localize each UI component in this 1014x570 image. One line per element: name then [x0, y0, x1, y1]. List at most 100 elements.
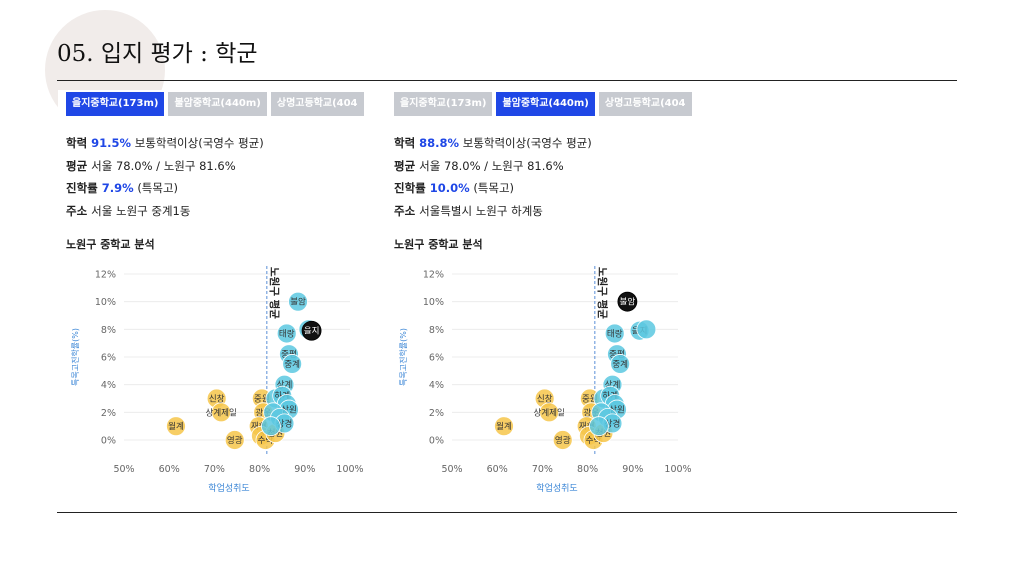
address-key: 주소 [394, 203, 416, 218]
data-point-label: 신창 [209, 395, 225, 405]
analysis-title: 노원구 중학교 분석 [394, 238, 483, 251]
y-tick-label: 2% [101, 408, 116, 419]
tab-sangmyung-high[interactable]: 상명고등학교(404 [270, 92, 364, 116]
data-point-label: 월계 [168, 421, 184, 432]
data-point [288, 291, 308, 312]
data-point-label: 영광 [227, 435, 243, 446]
data-point-label: 태랑 [607, 328, 623, 339]
average-line-label: 노원구 평균 [268, 267, 281, 319]
data-point [224, 430, 245, 450]
school-tabs: 을지중학교(173m) 불암중학교(440m) 상명고등학교(404 [66, 92, 368, 116]
data-point [211, 402, 232, 423]
y-axis-label: 특목고진학률(%) [398, 328, 408, 386]
x-tick-label: 70% [204, 464, 225, 475]
scatter-chart: 0% 2% 4% 6% 8% 10% 12% 50% 60% 70% 80% 90% 100% 학업성취도… [70, 266, 364, 494]
top-divider [57, 80, 957, 81]
data-point [604, 323, 625, 344]
average-text: 서울 78.0% / 노원구 81.6% [91, 158, 236, 173]
bottom-divider [57, 512, 957, 513]
tab-sangmyung-high[interactable]: 상명고등학교(404 [598, 92, 692, 116]
school-info: 학력 91.5% 보통학력이상(국영수 평균) 평균 서울 78.0% / 노원구 … [66, 132, 264, 222]
address-text: 서울 노원구 중계1동 [91, 203, 191, 218]
academic-note: 보통학력이상(국영수 평균) [462, 136, 592, 150]
data-point [636, 319, 657, 340]
x-tick-label: 70% [532, 464, 553, 475]
data-point-label: 중계 [612, 359, 628, 370]
data-point [494, 416, 514, 437]
address-row: 주소 서울특별시 노원구 하계동 [394, 200, 592, 223]
average-text: 서울 78.0% / 노원구 81.6% [419, 158, 564, 173]
tab-buram-middle[interactable]: 불암중학교(440m) [496, 92, 595, 116]
y-tick-label: 10% [95, 297, 116, 308]
average-key: 평균 [394, 158, 416, 173]
data-point [276, 323, 297, 344]
y-tick-label: 8% [101, 325, 116, 336]
academic-row: 학력 88.8% 보통학력이상(국영수 평균) [394, 132, 592, 155]
advancement-note: (특목고) [473, 181, 515, 195]
x-tick-label: 60% [159, 464, 180, 475]
data-point-label: 영광 [555, 435, 571, 446]
average-row: 평균 서울 78.0% / 노원구 81.6% [66, 155, 264, 178]
x-tick-label: 50% [113, 464, 134, 475]
address-row: 주소 서울 노원구 중계1동 [66, 200, 264, 223]
data-point-label: 상계 [277, 380, 293, 391]
data-point [260, 416, 281, 437]
x-tick-label: 90% [622, 464, 643, 475]
x-tick-label: 100% [336, 464, 363, 475]
academic-value: 88.8% [419, 136, 460, 150]
advancement-note: (특목고) [137, 181, 179, 195]
data-point-label: 을지 [304, 327, 320, 337]
academic-key: 학력 [394, 136, 416, 150]
school-panel-euiji: 을지중학교(173m) 불암중학교(440m) 상명고등학교(404 학력 91.5%… [58, 90, 368, 503]
advancement-key: 진학률 [394, 181, 426, 195]
data-point-label: 상경 [277, 418, 293, 429]
x-tick-label: 90% [294, 464, 315, 475]
data-point-label: 신창 [537, 395, 553, 405]
data-point [539, 402, 560, 423]
advancement-value: 7.9% [101, 181, 134, 195]
data-point-label: 수락 [258, 435, 274, 446]
data-point-label: 상계 [605, 380, 621, 391]
y-tick-label: 10% [423, 297, 444, 308]
scatter-chart: 0% 2% 4% 6% 8% 10% 12% 50% 60% 70% 80% 90% 100% 학업성취도… [398, 266, 692, 494]
data-point [588, 416, 609, 437]
academic-note: 보통학력이상(국영수 평균) [134, 136, 264, 150]
y-axis-label: 특목고진학률(%) [70, 328, 80, 386]
tab-buram-middle[interactable]: 불암중학교(440m) [168, 92, 267, 116]
data-point [166, 416, 186, 437]
advancement-row: 진학률 7.9% (특목고) [66, 177, 264, 200]
average-key: 평균 [66, 158, 88, 173]
advancement-key: 진학률 [66, 181, 98, 195]
average-row: 평균 서울 78.0% / 노원구 81.6% [394, 155, 592, 178]
y-tick-label: 0% [429, 436, 444, 447]
data-point [301, 320, 322, 341]
data-point-label: 월계 [496, 421, 512, 432]
x-tick-label: 80% [577, 464, 598, 475]
slide-title: 05. 입지 평가 : 학군 [57, 41, 258, 67]
data-point-label: 상원 [609, 405, 625, 416]
tab-euiji-middle[interactable]: 을지중학교(173m) [66, 92, 165, 116]
academic-row: 학력 91.5% 보통학력이상(국영수 평균) [66, 132, 264, 155]
data-point-label: 불암 [620, 297, 636, 308]
address-key: 주소 [66, 203, 88, 218]
y-tick-label: 12% [95, 270, 116, 281]
data-point-label: 불암 [290, 297, 306, 308]
y-tick-label: 2% [429, 408, 444, 419]
x-axis-label: 학업성취도 [208, 483, 249, 494]
tab-euiji-middle[interactable]: 을지중학교(173m) [394, 92, 493, 116]
data-point-label: 상경 [605, 418, 621, 429]
data-point [610, 354, 631, 374]
academic-value: 91.5% [91, 136, 132, 150]
data-point-label: 태랑 [279, 328, 295, 339]
x-tick-label: 60% [487, 464, 508, 475]
data-point-label: 중원 [254, 395, 270, 405]
advancement-row: 진학률 10.0% (특목고) [394, 177, 592, 200]
analysis-title: 노원구 중학교 분석 [66, 238, 155, 251]
data-point-label: 상계제일 [534, 407, 565, 418]
school-panel-buram: 을지중학교(173m) 불암중학교(440m) 상명고등학교(404 학력 88.8%… [386, 90, 704, 503]
x-axis-label: 학업성취도 [536, 483, 577, 494]
data-point [617, 291, 638, 312]
y-tick-label: 6% [429, 353, 444, 364]
data-point [282, 354, 303, 374]
school-tabs: 을지중학교(173m) 불암중학교(440m) 상명고등학교(404 [394, 92, 696, 116]
